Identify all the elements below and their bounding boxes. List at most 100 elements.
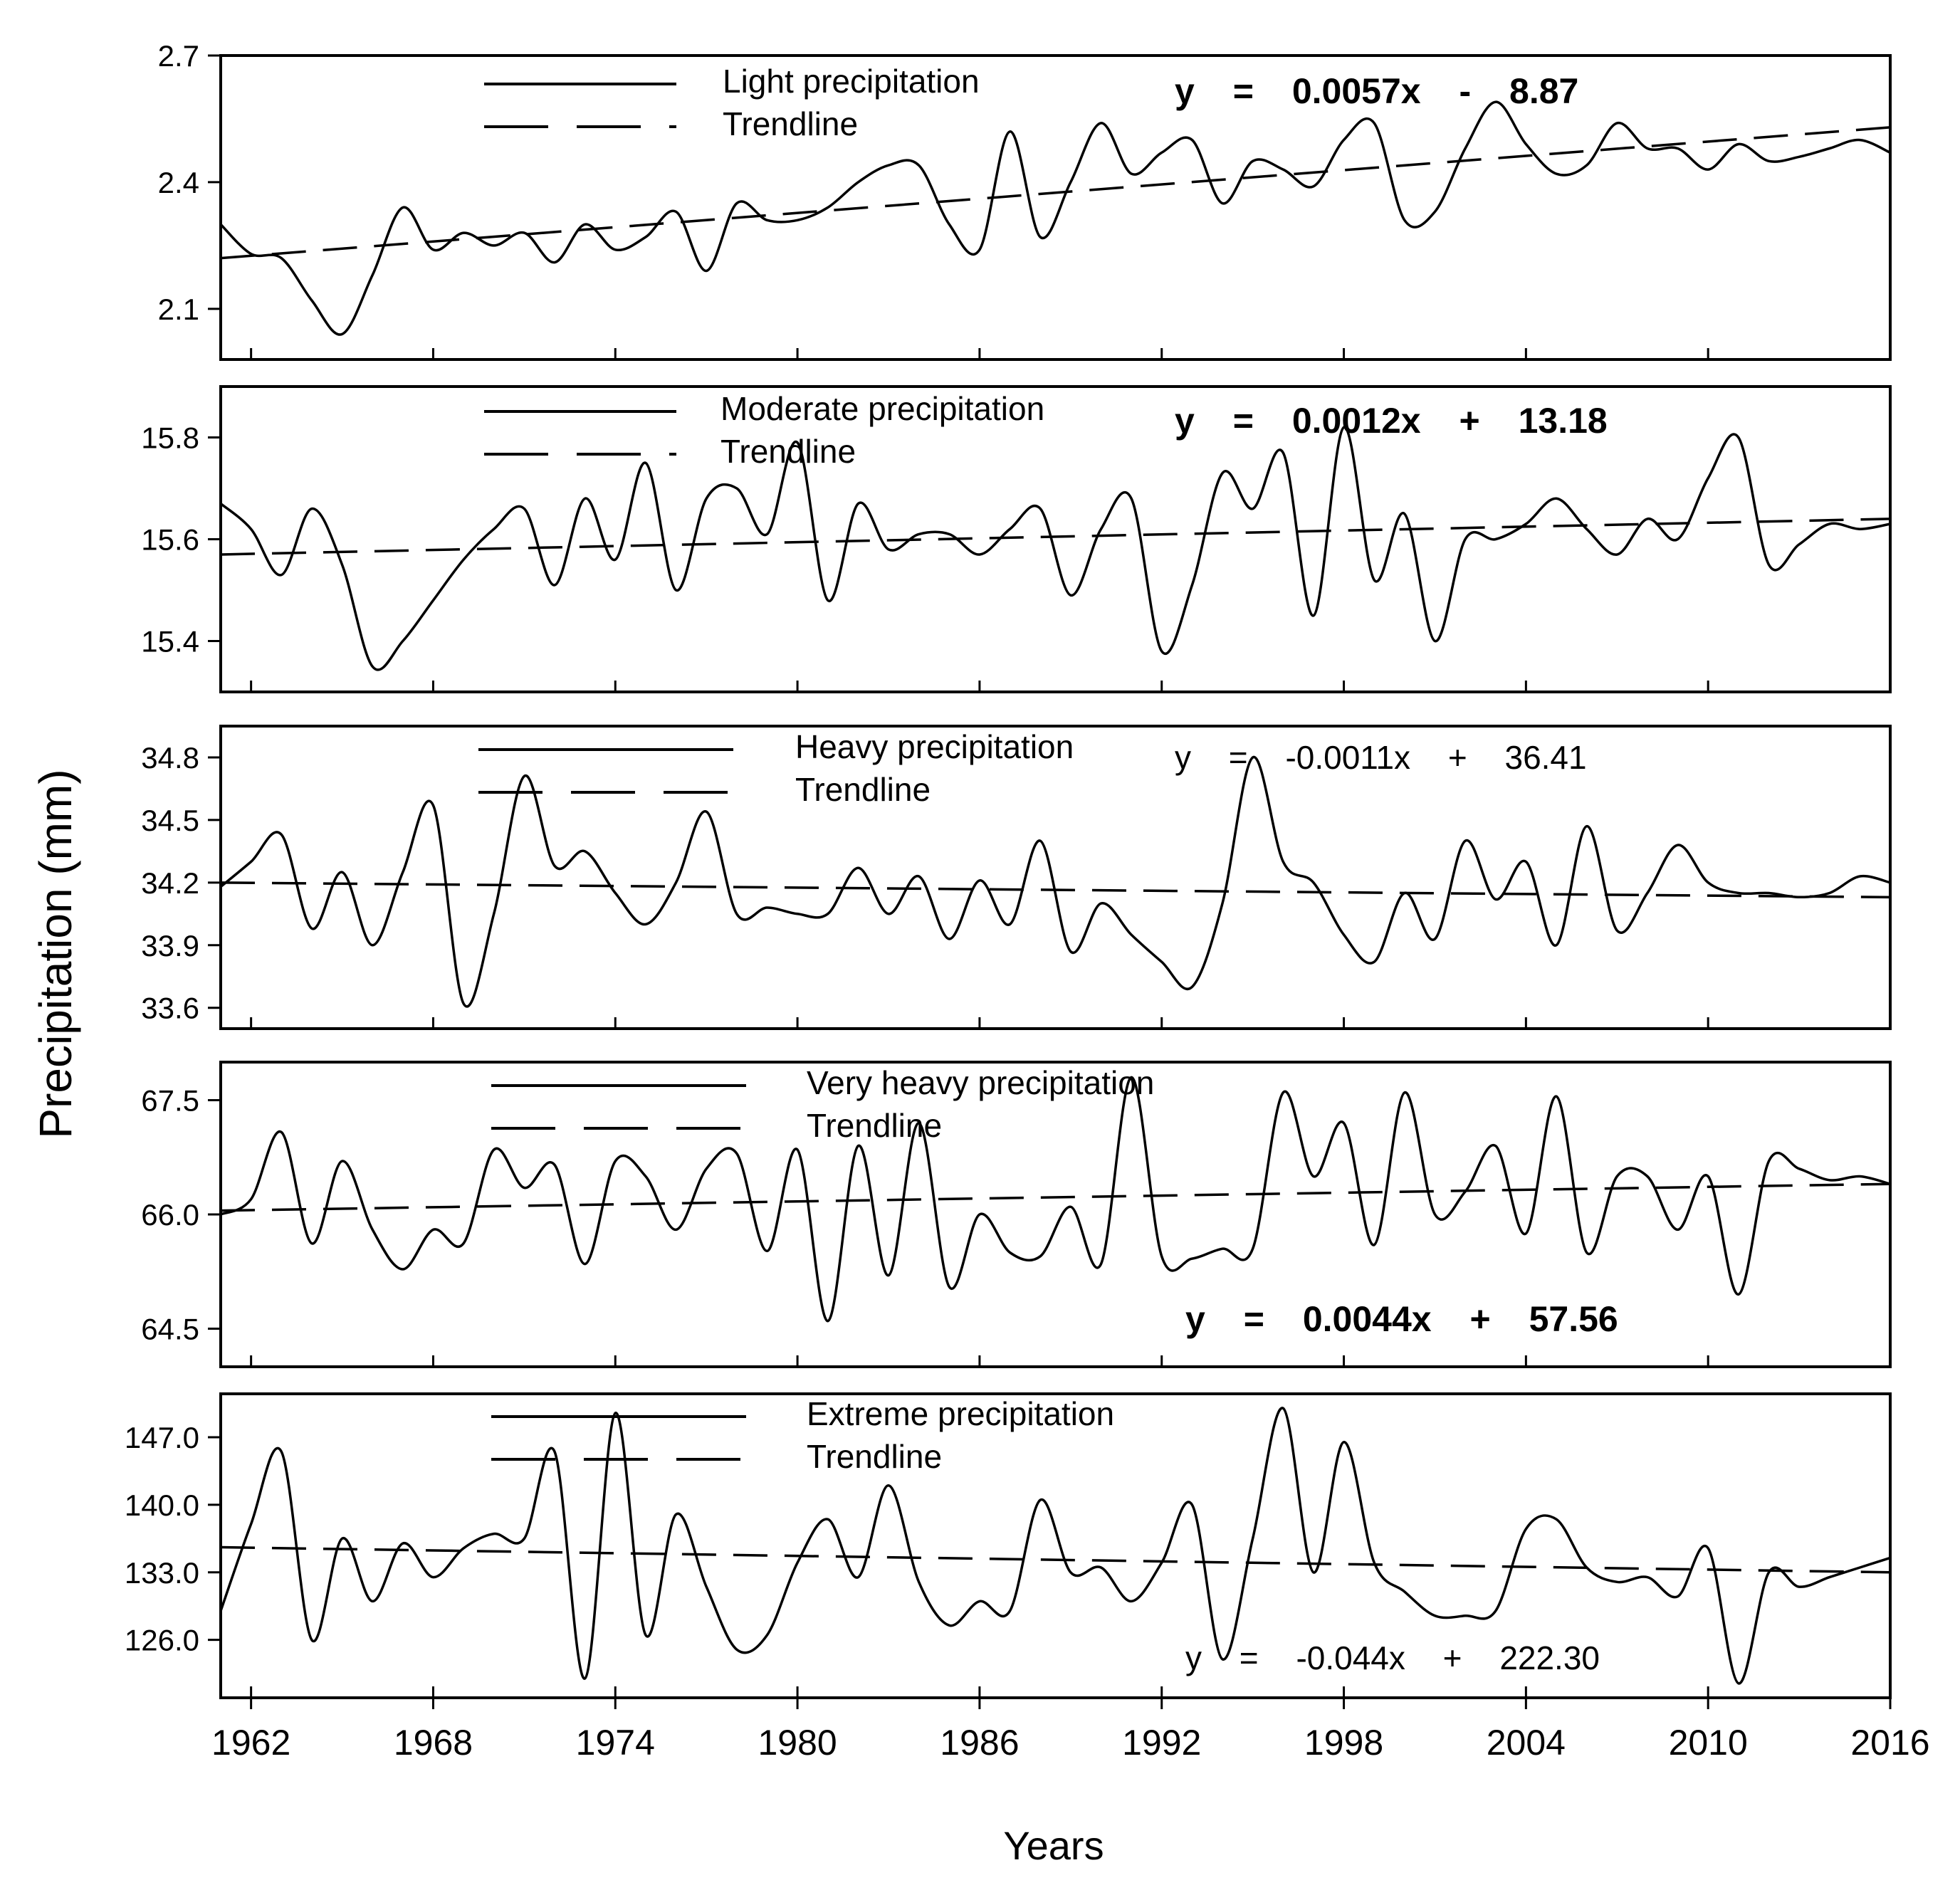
eq-equals: = (1229, 739, 1248, 776)
eq-sign: - (1459, 71, 1471, 111)
x-tick-label: 2004 (1487, 1723, 1566, 1763)
x-tick-label: 2010 (1669, 1723, 1748, 1763)
x-tick-label: 2016 (1850, 1723, 1929, 1763)
plot-area-moderate (219, 385, 1892, 693)
legend-extreme: Extreme precipitation Trendline (491, 1395, 1114, 1475)
y-tick-label: 15.8 (141, 421, 199, 455)
y-tick-label: 2.4 (158, 166, 199, 199)
y-axis-title: Precipitation (mm) (30, 769, 81, 1138)
legend-heavy: Heavy precipitation Trendline (478, 728, 1074, 808)
plot-area-very-heavy (219, 1061, 1892, 1368)
eq-intercept: 13.18 (1519, 401, 1608, 441)
eq-equals: = (1244, 1299, 1264, 1339)
y-tick-label: 2.7 (158, 39, 199, 73)
x-tick-labels: 1962 1968 1974 1980 1986 1992 1998 2004 2010 2016 (211, 1723, 1930, 1763)
x-tick-label: 1968 (394, 1723, 473, 1763)
eq-intercept: 222.30 (1499, 1639, 1600, 1676)
x-tick-label: 1962 (211, 1723, 290, 1763)
series-line-moderate (219, 426, 1891, 671)
trendline-extreme (220, 1545, 1891, 1574)
panel-light: 2.12.42.7 Light precipitation Trendline … (158, 39, 1892, 361)
panel-moderate: 15.4 15.6 15.8 Moderate precipitation Tren… (141, 385, 1892, 693)
y-tick-label: 133.0 (125, 1556, 199, 1590)
eq-equals: = (1233, 401, 1254, 441)
eq-slope: 0.0057x (1292, 71, 1421, 111)
trend-equation-very-heavy: y = 0.0044x + 57.56 (1185, 1299, 1618, 1339)
x-axis-title: Years (1003, 1823, 1104, 1868)
x-tick-label: 1986 (940, 1723, 1019, 1763)
trend-equation-moderate: y = 0.0012x + 13.18 (1175, 401, 1608, 441)
eq-equals: = (1233, 71, 1254, 111)
trend-equation-light: y = 0.0057x - 8.87 (1175, 71, 1578, 111)
y-axis-light: 2.1 2.4 2.7 (158, 39, 221, 326)
eq-equals: = (1240, 1639, 1259, 1676)
x-ticks-moderate (250, 681, 1892, 692)
x-ticks-very-heavy (250, 1355, 1892, 1367)
trend-equation-heavy: y = -0.0011x + 36.41 (1175, 739, 1587, 776)
eq-intercept: 8.87 (1509, 71, 1578, 111)
eq-intercept: 36.41 (1504, 739, 1586, 776)
y-tick-label: 33.6 (141, 992, 199, 1025)
plot-area-extreme (219, 1392, 1892, 1699)
y-tick-label: 15.6 (141, 523, 199, 557)
eq-sign: + (1469, 1299, 1490, 1339)
y-tick-label: 33.9 (141, 929, 199, 962)
eq-sign: + (1443, 1639, 1462, 1676)
series-line-extreme (219, 1407, 1891, 1685)
y-tick-label: 34.2 (141, 866, 199, 900)
eq-y: y (1185, 1299, 1205, 1339)
y-tick-label: 147.0 (125, 1421, 199, 1454)
x-ticks-heavy (250, 1017, 1892, 1029)
eq-y: y (1175, 401, 1195, 441)
trendline-light (220, 126, 1891, 260)
eq-slope: -0.0011x (1285, 739, 1410, 776)
plot-area-heavy (219, 725, 1892, 1030)
legend-trend-label: Trendline (720, 433, 856, 470)
eq-slope: 0.0044x (1303, 1299, 1432, 1339)
y-tick-label: 2.1 (158, 293, 199, 326)
legend-trend-label: Trendline (795, 771, 931, 808)
panel-heavy: 33.6 33.9 34.2 34.5 34.8 Heavy precipitation… (141, 725, 1892, 1030)
legend-series-label: Moderate precipitation (720, 390, 1044, 427)
plot-area-light (219, 54, 1892, 361)
panel-extreme: 126.0 133.0 140.0 147.0 Extreme precipitati… (125, 1392, 1892, 1709)
x-ticks-light (250, 348, 1892, 359)
y-tick-label: 34.5 (141, 804, 199, 837)
series-line-very-heavy (220, 1076, 1891, 1323)
legend-very-heavy: Very heavy precipitation Trendline (491, 1064, 1154, 1144)
y-axis-extreme: 126.0 133.0 140.0 147.0 (125, 1421, 221, 1657)
eq-sign: + (1459, 401, 1479, 441)
legend-moderate: Moderate precipitation Trendline (484, 390, 1044, 470)
legend-series-label: Light precipitation (723, 63, 980, 100)
y-axis-very-heavy: 64.5 66.0 67.5 (141, 1084, 221, 1346)
x-ticks-extreme (250, 1686, 1892, 1709)
x-tick-label: 1992 (1122, 1723, 1201, 1763)
y-tick-label: 67.5 (141, 1084, 199, 1118)
legend-series-label: Heavy precipitation (795, 728, 1074, 765)
y-tick-label: 15.4 (141, 625, 199, 658)
x-tick-label: 1980 (758, 1723, 837, 1763)
eq-slope: -0.044x (1296, 1639, 1405, 1676)
eq-intercept: 57.56 (1529, 1299, 1618, 1339)
trendline-moderate (220, 518, 1891, 556)
series-line-light (219, 100, 1891, 336)
legend-series-label: Extreme precipitation (807, 1395, 1114, 1432)
trendline-very-heavy (220, 1182, 1891, 1212)
series-line-heavy (219, 756, 1891, 1008)
eq-sign: + (1448, 739, 1467, 776)
y-axis-heavy: 33.6 33.9 34.2 34.5 34.8 (141, 741, 221, 1025)
legend-series-label: Very heavy precipitation (807, 1064, 1154, 1101)
y-tick-label: 140.0 (125, 1488, 199, 1522)
x-tick-label: 1974 (576, 1723, 655, 1763)
eq-y: y (1175, 739, 1191, 776)
legend-light: Light precipitation Trendline (484, 63, 980, 142)
x-tick-label: 1998 (1304, 1723, 1383, 1763)
y-tick-label: 34.8 (141, 741, 199, 775)
y-tick-label: 126.0 (125, 1624, 199, 1657)
legend-trend-label: Trendline (807, 1438, 942, 1475)
legend-trend-label: Trendline (807, 1107, 942, 1144)
legend-trend-label: Trendline (723, 105, 858, 142)
y-axis-moderate: 15.4 15.6 15.8 (141, 421, 221, 658)
y-tick-label: 66.0 (141, 1198, 199, 1232)
